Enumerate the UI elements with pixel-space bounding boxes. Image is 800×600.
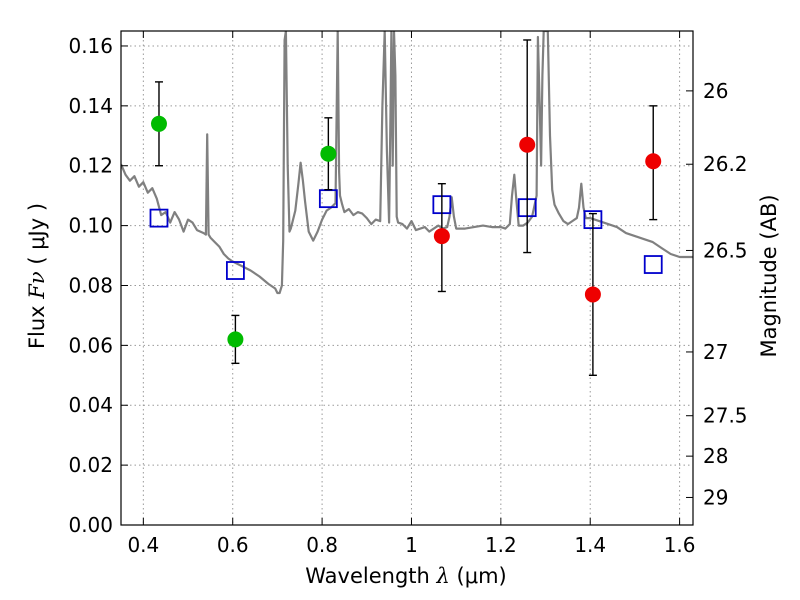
y-tick-label: 0.12 (68, 154, 113, 178)
model-spectrum (121, 31, 693, 295)
y2-tick-label: 27 (703, 340, 728, 364)
y2-tick-label: 26.5 (703, 238, 748, 262)
y2-tick-label: 29 (703, 485, 728, 509)
y-tick-label: 0.08 (68, 273, 113, 297)
y-tick-label: 0.10 (68, 214, 113, 238)
error-bars (154, 39, 658, 377)
y-tick-label: 0.14 (68, 94, 113, 118)
y2-tick-label: 27.5 (703, 404, 748, 428)
y-tick-label: 0.16 (68, 34, 113, 58)
y2-tick-label: 26.2 (703, 152, 748, 176)
x-tick-label: 0.8 (306, 533, 338, 557)
y2-tick-label: 26 (703, 79, 728, 103)
x-axis-label: Wavelength λ (μm) (305, 564, 506, 588)
model-square (149, 208, 169, 228)
model-photometry-squares (149, 189, 663, 280)
x-tick-label: 1.4 (574, 533, 606, 557)
data-point (519, 136, 536, 153)
data-point (433, 228, 450, 245)
y-tick-label: 0.04 (68, 393, 113, 417)
y-tick-label: 0.00 (68, 513, 113, 537)
model-square (643, 255, 663, 274)
y-tick-label: 0.02 (68, 453, 113, 477)
axes: 0.4 0.6 0.8 1 1.2 1.4 1.6 0.00 0.02 0.04 0.06 0.08 0… (68, 30, 748, 557)
data-point (645, 153, 662, 170)
data-point (320, 145, 337, 162)
x-tick-label: 1.6 (664, 533, 696, 557)
data-point (227, 331, 244, 348)
x-tick-label: 1.2 (485, 533, 517, 557)
model-square (225, 261, 245, 280)
y-tick-label: 0.06 (68, 333, 113, 357)
data-point (584, 286, 601, 303)
data-point (150, 115, 167, 132)
grid (121, 31, 693, 526)
y-axis-label: Flux Fν ( μJy ) (25, 203, 49, 349)
y2-tick-label: 28 (703, 444, 728, 468)
y2-axis-label: Magnitude (AB) (757, 194, 781, 357)
x-tick-label: 0.6 (217, 533, 249, 557)
plot-frame (120, 30, 694, 526)
spectrum-line (121, 31, 693, 295)
observed-points (150, 115, 662, 348)
x-tick-label: 1 (405, 533, 418, 557)
x-tick-label: 0.4 (127, 533, 159, 557)
